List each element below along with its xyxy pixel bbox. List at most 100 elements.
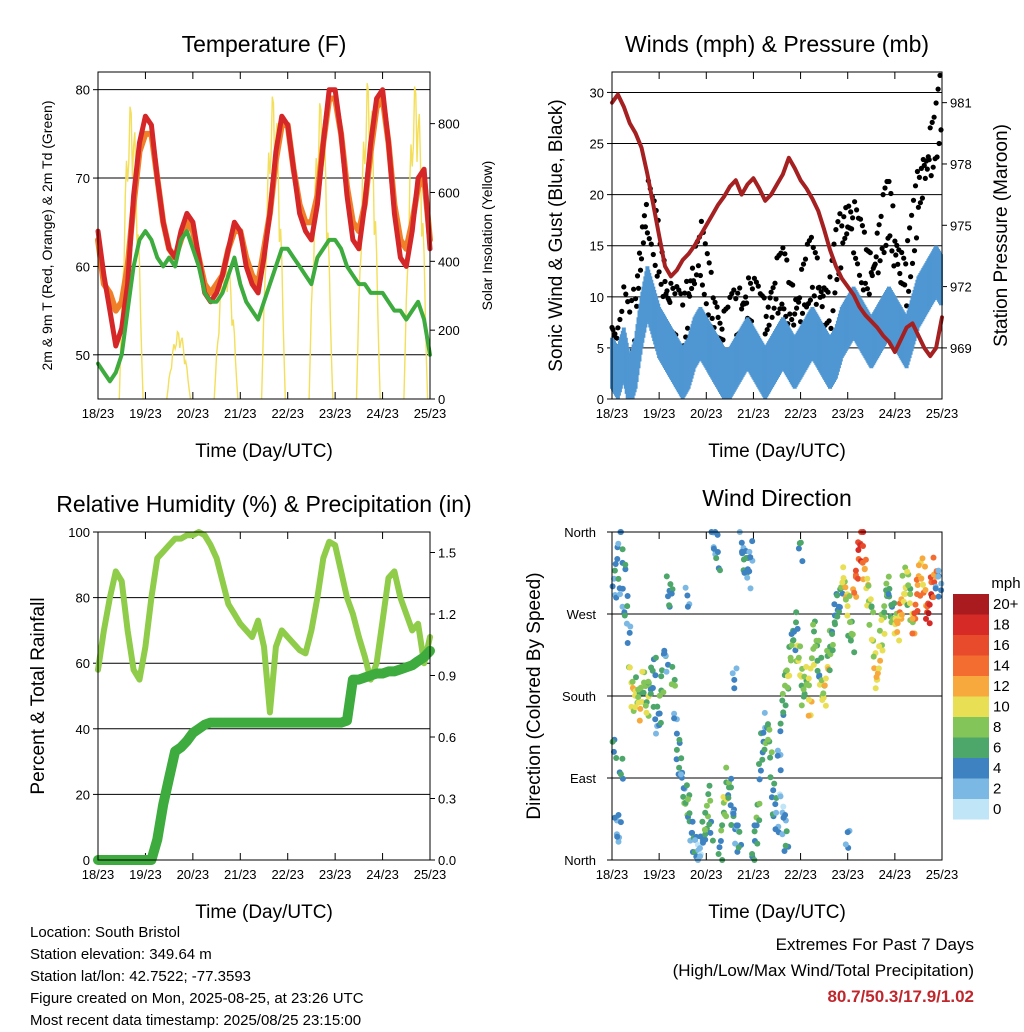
gust-point: [914, 168, 921, 175]
gust-point: [636, 250, 643, 256]
x-tick-label: 21/23: [224, 406, 257, 421]
y-tick-label: North: [564, 853, 596, 868]
direction-point: [663, 668, 670, 675]
direction-point: [652, 654, 659, 661]
direction-point: [623, 620, 630, 627]
gust-point: [837, 211, 843, 217]
direction-point: [686, 810, 693, 817]
gust-point: [844, 231, 850, 237]
x-tick-label: 24/23: [366, 867, 399, 882]
direction-point: [771, 780, 778, 787]
gust-point: [929, 119, 935, 125]
direction-point: [855, 547, 862, 553]
gust-point: [706, 260, 712, 266]
gust-point: [880, 192, 886, 198]
x-tick-label: 23/23: [831, 867, 864, 882]
gust-point: [667, 299, 673, 305]
direction-point: [930, 594, 937, 601]
panel-title: Temperature (F): [182, 31, 347, 57]
y-tick-label: 100: [68, 525, 90, 540]
direction-point: [926, 620, 933, 627]
x-tick-label: 18/23: [82, 867, 115, 882]
direction-point: [800, 693, 807, 700]
gust-point: [842, 235, 848, 241]
direction-point: [797, 539, 804, 546]
gust-point: [634, 303, 640, 309]
direction-point: [673, 730, 680, 737]
direction-point: [797, 643, 804, 650]
gust-point: [913, 235, 920, 241]
direction-point: [800, 686, 807, 693]
gust-point: [850, 215, 856, 221]
panel-1: Temperature (F) 18/23 19/23 20/23 21/23 22/23…: [39, 31, 495, 462]
direction-point: [877, 657, 884, 664]
gust-point: [658, 281, 664, 287]
series-9m-temperature: [95, 95, 433, 314]
direction-point: [773, 809, 780, 816]
direction-point: [699, 818, 706, 825]
direction-point: [667, 581, 674, 588]
y-tick-label: 20: [590, 188, 604, 203]
gust-point: [933, 100, 939, 106]
direction-point: [611, 567, 618, 574]
direction-point: [656, 692, 663, 699]
y2-tick-label: 0: [438, 392, 445, 407]
direction-point: [826, 667, 833, 674]
direction-point: [824, 647, 831, 654]
gust-point: [891, 263, 897, 269]
direction-point: [815, 637, 822, 644]
x-tick-label: 20/23: [177, 406, 210, 421]
gust-point: [908, 274, 914, 280]
direction-point: [821, 682, 828, 689]
gust-point: [779, 301, 785, 307]
direction-point: [731, 685, 738, 692]
direction-point: [649, 667, 656, 674]
gust-point: [878, 213, 884, 219]
direction-point: [881, 609, 888, 616]
gust-point: [635, 285, 642, 291]
direction-point: [805, 696, 812, 703]
direction-point: [885, 591, 892, 598]
x-tick-label: 22/23: [784, 867, 817, 882]
location-text: Location: South Bristol: [30, 924, 181, 941]
direction-point: [684, 603, 691, 610]
direction-point: [747, 585, 754, 592]
direction-point: [919, 581, 926, 588]
direction-point: [814, 667, 821, 674]
gust-point: [769, 314, 775, 320]
gust-point: [678, 291, 684, 297]
gust-point: [912, 183, 919, 189]
x-tick-label: 18/23: [82, 406, 115, 421]
direction-point: [896, 637, 903, 644]
direction-point: [671, 715, 678, 722]
legend-label: 12: [993, 678, 1010, 695]
gust-point: [737, 285, 743, 291]
direction-point: [707, 829, 714, 836]
gust-point: [744, 300, 750, 306]
direction-point: [617, 771, 624, 778]
direction-point: [749, 538, 756, 545]
gust-point: [633, 296, 639, 302]
y2-tick-label: 1.5: [438, 546, 456, 561]
gust-point: [927, 125, 933, 131]
direction-point: [832, 621, 838, 628]
x-axis-label: Time (Day/UTC): [708, 441, 846, 462]
gust-point: [687, 293, 693, 299]
direction-point: [788, 657, 794, 664]
y-tick-label: 25: [590, 137, 604, 152]
gust-point: [629, 297, 635, 304]
direction-point: [697, 845, 703, 852]
gust-point: [809, 284, 816, 290]
direction-point: [818, 654, 825, 661]
direction-point: [784, 673, 791, 680]
panel-title: Relative Humidity (%) & Precipitation (i…: [56, 491, 471, 517]
plot-border: [611, 531, 943, 861]
direction-point: [829, 641, 836, 648]
direction-point: [777, 793, 784, 800]
gust-point: [819, 304, 825, 310]
direction-point: [614, 556, 621, 562]
direction-point: [909, 615, 916, 622]
direction-point: [716, 844, 723, 851]
direction-point: [683, 782, 690, 789]
direction-point: [834, 613, 841, 620]
